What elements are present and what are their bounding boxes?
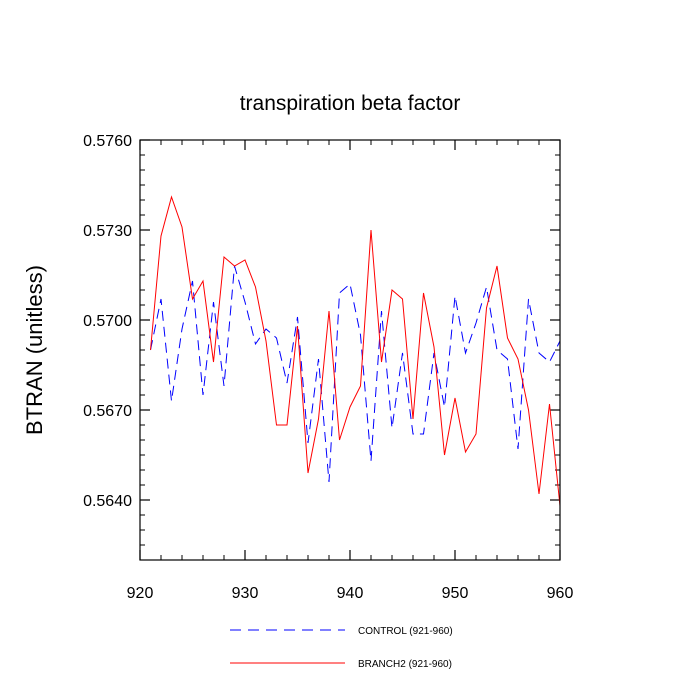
legend-label-2: BRANCH2 (921-960) <box>358 659 452 670</box>
y-minor-ticks <box>140 139 560 561</box>
x-tick-label: 950 <box>442 585 469 602</box>
legend: CONTROL (921-960) BRANCH2 (921-960) <box>230 626 453 670</box>
series-line-1 <box>150 265 561 483</box>
series-line-2 <box>150 195 561 507</box>
x-tick-label: 920 <box>127 585 154 602</box>
legend-label-1: CONTROL (921-960) <box>358 626 453 637</box>
x-tick-label: 960 <box>547 585 574 602</box>
y-tick-label: 0.5640 <box>83 493 132 510</box>
y-major-ticks: 0.5640 0.5670 0.5700 0.5730 0.5760 <box>83 133 560 510</box>
series-layer <box>150 195 561 507</box>
x-minor-ticks <box>139 140 561 560</box>
x-tick-label: 930 <box>232 585 259 602</box>
x-major-ticks: 920 930 940 950 960 <box>127 140 574 602</box>
y-tick-label: 0.5760 <box>83 133 132 150</box>
y-tick-label: 0.5730 <box>83 223 132 240</box>
x-tick-label: 940 <box>337 585 364 602</box>
y-tick-label: 0.5670 <box>83 403 132 420</box>
chart-title: transpiration beta factor <box>240 92 461 115</box>
y-axis-label: BTRAN (unitless) <box>22 265 47 435</box>
y-tick-label: 0.5700 <box>83 313 132 330</box>
plot-frame <box>139 139 561 561</box>
